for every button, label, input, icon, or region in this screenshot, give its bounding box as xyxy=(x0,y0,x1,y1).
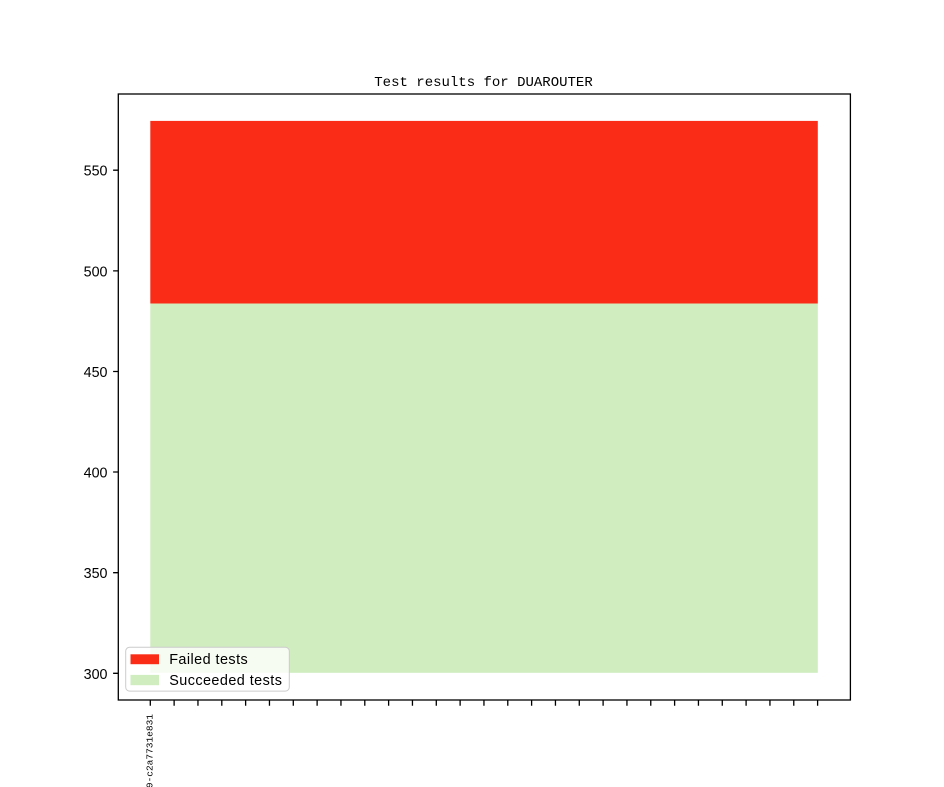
svg-text:9-c2a7731e831: 9-c2a7731e831 xyxy=(145,714,156,787)
svg-text:400: 400 xyxy=(84,466,108,482)
svg-text:Test results for DUAROUTER: Test results for DUAROUTER xyxy=(374,75,593,91)
svg-text:500: 500 xyxy=(84,264,108,280)
svg-text:450: 450 xyxy=(84,365,108,381)
svg-text:300: 300 xyxy=(84,667,108,683)
svg-text:350: 350 xyxy=(84,566,108,582)
svg-text:Succeeded tests: Succeeded tests xyxy=(169,673,282,689)
svg-text:550: 550 xyxy=(84,164,108,180)
svg-text:Failed tests: Failed tests xyxy=(169,652,248,668)
